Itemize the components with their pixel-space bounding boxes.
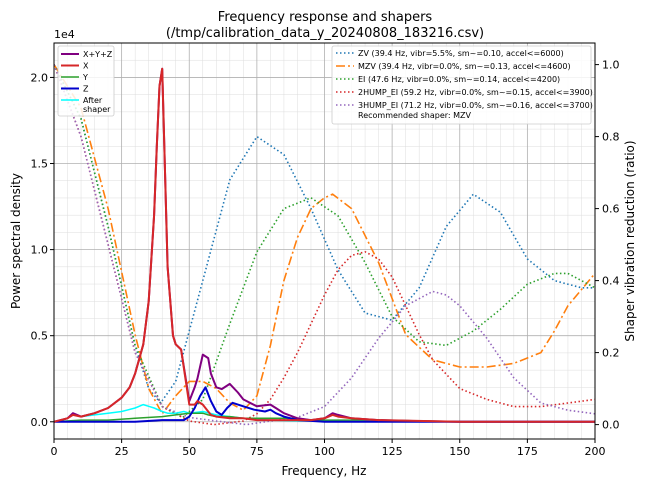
chart-subtitle: (/tmp/calibration_data_y_20240808_183216… xyxy=(166,26,484,41)
y-tick-label: 1.5 xyxy=(31,158,49,171)
legend-psd-label: X xyxy=(83,62,89,71)
y-tick-label: 1.0 xyxy=(31,244,49,257)
y-multiplier-label: 1e4 xyxy=(54,28,75,41)
shaper-line-1 xyxy=(54,64,595,416)
legend-psd-box xyxy=(57,45,115,117)
y2-tick-label: 0.8 xyxy=(602,131,620,144)
x-axis-label: Frequency, Hz xyxy=(282,464,367,478)
y2-tick-label: 0.4 xyxy=(602,275,620,288)
psd-line-x xyxy=(54,67,595,423)
x-tick-label: 125 xyxy=(382,445,403,458)
y2-tick-label: 1.0 xyxy=(602,59,620,72)
y2-tick-label: 0.6 xyxy=(602,203,620,216)
y2-axis-ticks: 0.0 0.2 0.4 0.6 0.8 1.0 xyxy=(595,59,620,432)
shaper-line-3 xyxy=(54,64,595,426)
y2-tick-label: 0.2 xyxy=(602,347,620,360)
legend-shaper-label: 3HUMP_EI (71.2 Hz, vibr=0.0%, sm~=0.16, … xyxy=(358,101,593,110)
x-tick-label: 75 xyxy=(250,445,264,458)
x-tick-label: 150 xyxy=(449,445,470,458)
x-tick-label: 50 xyxy=(182,445,196,458)
shaper-line-2 xyxy=(54,64,595,419)
x-tick-label: 25 xyxy=(115,445,129,458)
y-tick-label: 0.5 xyxy=(31,330,49,343)
legend-recommended-shaper: Recommended shaper: MZV xyxy=(358,111,472,120)
legend-psd-label: X+Y+Z xyxy=(83,50,113,59)
legend-shaper-label: EI (47.6 Hz, vibr=0.0%, sm~=0.14, accel<… xyxy=(358,75,560,84)
legend-shaper-label: MZV (39.4 Hz, vibr=0.0%, sm~=0.13, accel… xyxy=(358,62,571,71)
legend-psd-label: shaper xyxy=(83,105,111,114)
x-tick-label: 0 xyxy=(51,445,58,458)
shaper-lines xyxy=(54,64,595,426)
legend-shapers-box xyxy=(331,45,592,125)
legend-shaper-label: 2HUMP_EI (59.2 Hz, vibr=0.0%, sm~=0.15, … xyxy=(358,88,593,97)
x-tick-label: 175 xyxy=(517,445,538,458)
legend-psd-label: After xyxy=(83,96,103,105)
y-tick-label: 0.0 xyxy=(31,416,49,429)
y2-tick-label: 0.0 xyxy=(602,419,620,432)
chart-title: Frequency response and shapers xyxy=(218,10,433,25)
x-tick-label: 100 xyxy=(314,445,335,458)
y-axis-ticks: 0.0 0.5 1.0 1.5 2.0 xyxy=(31,71,54,429)
legend-shapers: Recommended shaper: MZV ZV (39.4 Hz, vib… xyxy=(331,45,593,125)
x-tick-label: 200 xyxy=(585,445,606,458)
legend-psd-label: Z xyxy=(83,85,89,94)
legend-psd-label: Y xyxy=(82,73,88,82)
psd-line-z xyxy=(54,386,595,423)
y2-axis-label: Shaper vibration reduction (ratio) xyxy=(623,140,637,341)
shaper-line-0 xyxy=(54,64,595,405)
x-axis-ticks: 0 25 50 75 100 125 150 175 200 xyxy=(51,439,606,458)
shaper-line-4 xyxy=(54,64,595,426)
y-tick-label: 2.0 xyxy=(31,71,49,84)
psd-lines xyxy=(54,67,595,423)
legend-shaper-label: ZV (39.4 Hz, vibr=5.5%, sm~=0.10, accel<… xyxy=(358,49,564,58)
y-axis-label: Power spectral density xyxy=(9,173,23,309)
